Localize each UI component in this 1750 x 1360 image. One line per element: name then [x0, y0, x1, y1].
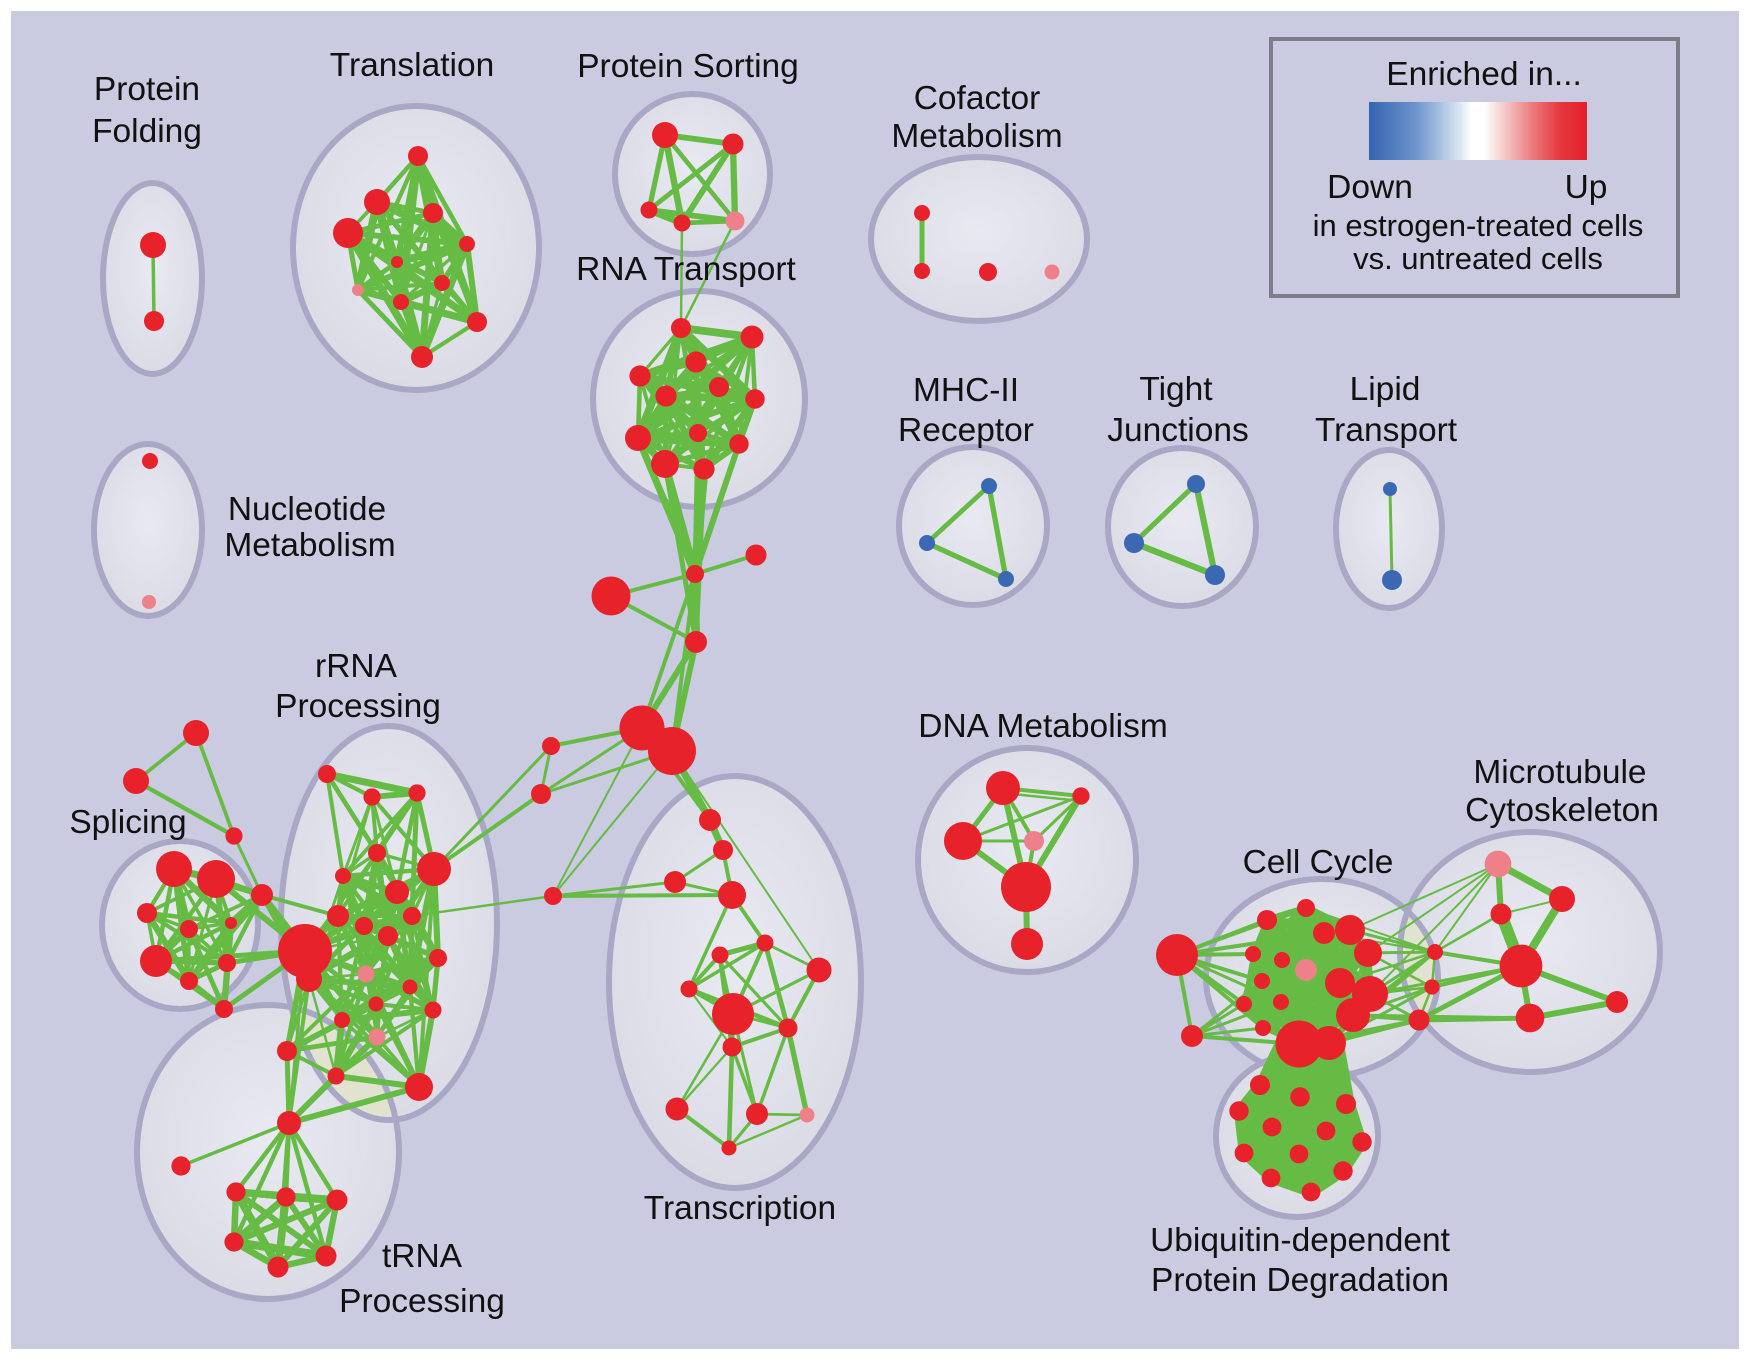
svg-text:Transcription: Transcription — [644, 1190, 836, 1227]
svg-text:Cofactor: Cofactor — [914, 80, 1041, 117]
svg-text:Splicing: Splicing — [69, 804, 186, 841]
svg-text:Enriched in...: Enriched in... — [1386, 56, 1582, 93]
svg-text:Translation: Translation — [330, 47, 494, 84]
svg-text:Processing: Processing — [339, 1283, 505, 1320]
svg-text:Transport: Transport — [1315, 412, 1458, 449]
svg-text:Processing: Processing — [275, 688, 441, 725]
svg-text:Cell Cycle: Cell Cycle — [1243, 844, 1394, 881]
svg-text:Down: Down — [1327, 169, 1413, 206]
svg-text:MHC-II: MHC-II — [913, 372, 1019, 409]
svg-text:Ubiquitin-dependent: Ubiquitin-dependent — [1150, 1222, 1451, 1259]
svg-text:Receptor: Receptor — [898, 412, 1034, 449]
svg-text:Metabolism: Metabolism — [224, 527, 395, 564]
svg-text:vs. untreated cells: vs. untreated cells — [1353, 241, 1603, 276]
svg-text:Protein: Protein — [94, 71, 200, 108]
svg-text:in estrogen-treated cells: in estrogen-treated cells — [1313, 208, 1644, 243]
svg-text:Protein Sorting: Protein Sorting — [577, 48, 799, 85]
svg-text:tRNA: tRNA — [382, 1238, 463, 1275]
svg-text:Protein Degradation: Protein Degradation — [1151, 1262, 1449, 1299]
svg-text:Nucleotide: Nucleotide — [228, 491, 386, 528]
svg-text:Up: Up — [1565, 169, 1608, 206]
svg-text:RNA Transport: RNA Transport — [576, 251, 796, 288]
svg-text:Metabolism: Metabolism — [891, 118, 1062, 155]
svg-text:Junctions: Junctions — [1107, 412, 1249, 449]
svg-text:Microtubule: Microtubule — [1473, 754, 1646, 791]
svg-text:Cytoskeleton: Cytoskeleton — [1465, 792, 1659, 829]
svg-text:Tight: Tight — [1139, 371, 1213, 408]
svg-text:DNA Metabolism: DNA Metabolism — [918, 708, 1167, 745]
svg-text:Folding: Folding — [92, 113, 202, 150]
svg-text:rRNA: rRNA — [315, 648, 398, 685]
svg-text:Lipid: Lipid — [1350, 371, 1421, 408]
